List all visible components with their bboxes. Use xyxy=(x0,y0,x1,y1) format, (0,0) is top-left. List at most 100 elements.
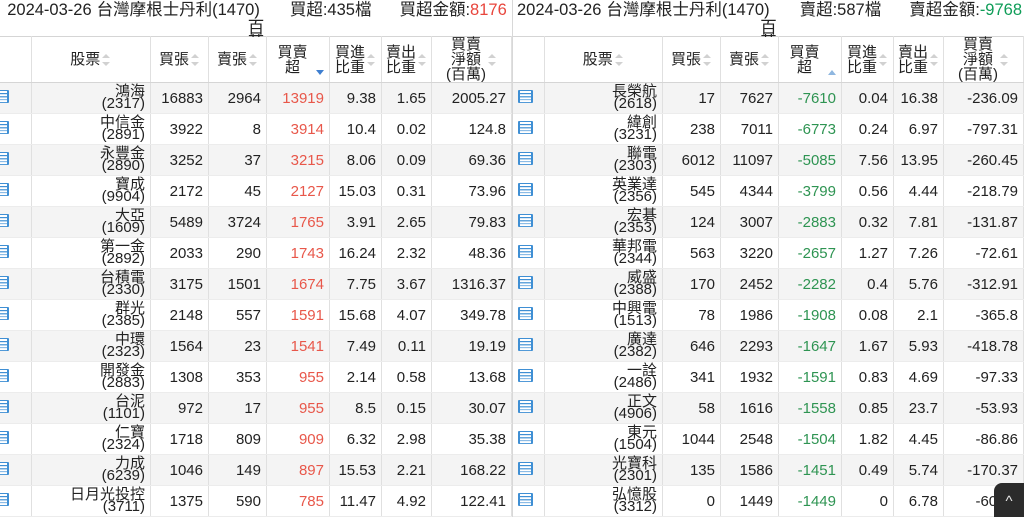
table-row[interactable]: 正文 (4906) 58 1616 -1558 0.85 23.7 -53.93 xyxy=(513,392,1024,424)
stock-cell[interactable]: 台泥 (1101) xyxy=(31,392,151,424)
stock-cell[interactable]: 威盛 (2388) xyxy=(544,268,663,300)
list-icon[interactable] xyxy=(518,275,533,289)
sort-toggle-icon[interactable] xyxy=(761,53,770,67)
stock-cell[interactable]: 中興電 (1513) xyxy=(544,299,663,331)
stock-cell[interactable]: 東元 (1504) xyxy=(544,423,663,455)
stock-cell[interactable]: 力成 (6239) xyxy=(31,454,151,486)
column-header-sell_pct[interactable]: 賣出 比重 xyxy=(893,36,944,83)
row-detail-cell[interactable] xyxy=(0,113,32,145)
column-header-net_lots[interactable]: 買賣超 xyxy=(778,36,842,83)
column-header-buy_pct[interactable]: 買進 比重 xyxy=(841,36,894,83)
list-icon[interactable] xyxy=(0,368,9,382)
sort-toggle-icon[interactable] xyxy=(249,53,258,67)
table-row[interactable]: 大亞 (1609) 5489 3724 1765 3.91 2.65 79.83 xyxy=(0,206,512,238)
row-detail-cell[interactable] xyxy=(0,175,32,207)
row-detail-cell[interactable] xyxy=(513,423,545,455)
list-icon[interactable] xyxy=(0,275,9,289)
list-icon[interactable] xyxy=(0,337,9,351)
scroll-to-top-button[interactable]: ^ xyxy=(994,483,1024,517)
column-header-buy_lots[interactable]: 買張 xyxy=(150,36,209,83)
list-icon[interactable] xyxy=(518,120,533,134)
table-row[interactable]: 宏碁 (2353) 124 3007 -2883 0.32 7.81 -131.87 xyxy=(513,206,1024,238)
table-row[interactable]: 仁寶 (2324) 1718 809 909 6.32 2.98 35.38 xyxy=(0,423,512,455)
row-detail-cell[interactable] xyxy=(0,361,32,393)
list-icon[interactable] xyxy=(518,89,533,103)
stock-cell[interactable]: 廣達 (2382) xyxy=(544,330,663,362)
table-row[interactable]: 東元 (1504) 1044 2548 -1504 1.82 4.45 -86.86 xyxy=(513,423,1024,455)
row-detail-cell[interactable] xyxy=(0,268,32,300)
stock-cell[interactable]: 宏碁 (2353) xyxy=(544,206,663,238)
stock-cell[interactable]: 台積電 (2330) xyxy=(31,268,151,300)
stock-cell[interactable]: 大亞 (1609) xyxy=(31,206,151,238)
row-detail-cell[interactable] xyxy=(513,361,545,393)
list-icon[interactable] xyxy=(518,461,533,475)
list-icon[interactable] xyxy=(0,306,9,320)
column-header-net_amount[interactable]: 買賣 淨額 (百萬) xyxy=(431,36,512,83)
table-row[interactable]: 台泥 (1101) 972 17 955 8.5 0.15 30.07 xyxy=(0,392,512,424)
list-icon[interactable] xyxy=(518,182,533,196)
table-row[interactable]: 群光 (2385) 2148 557 1591 15.68 4.07 349.78 xyxy=(0,299,512,331)
stock-cell[interactable]: 正文 (4906) xyxy=(544,392,663,424)
row-detail-cell[interactable] xyxy=(513,485,545,517)
row-detail-cell[interactable] xyxy=(0,237,32,269)
list-icon[interactable] xyxy=(518,306,533,320)
stock-cell[interactable]: 第一金 (2892) xyxy=(31,237,151,269)
stock-cell[interactable]: 聯電 (2303) xyxy=(544,144,663,176)
row-detail-cell[interactable] xyxy=(513,113,545,145)
list-icon[interactable] xyxy=(0,461,9,475)
table-row[interactable]: 華邦電 (2344) 563 3220 -2657 1.27 7.26 -72.61 xyxy=(513,237,1024,269)
row-detail-cell[interactable] xyxy=(513,175,545,207)
row-detail-cell[interactable] xyxy=(0,485,32,517)
column-header-sell_pct[interactable]: 賣出 比重 xyxy=(381,36,432,83)
list-icon[interactable] xyxy=(0,430,9,444)
column-header-net_amount[interactable]: 買賣 淨額 (百萬) xyxy=(943,36,1024,83)
column-header-stock[interactable]: 股票 xyxy=(544,36,663,83)
list-icon[interactable] xyxy=(0,399,9,413)
row-detail-cell[interactable] xyxy=(0,330,32,362)
stock-cell[interactable]: 仁寶 (2324) xyxy=(31,423,151,455)
column-header-buy_pct[interactable]: 買進 比重 xyxy=(329,36,382,83)
row-detail-cell[interactable] xyxy=(513,454,545,486)
table-row[interactable]: 英業達 (2356) 545 4344 -3799 0.56 4.44 -218.79 xyxy=(513,175,1024,207)
list-icon[interactable] xyxy=(518,368,533,382)
stock-cell[interactable]: 一詮 (2486) xyxy=(544,361,663,393)
list-icon[interactable] xyxy=(0,213,9,227)
table-row[interactable]: 一詮 (2486) 341 1932 -1591 0.83 4.69 -97.33 xyxy=(513,361,1024,393)
stock-cell[interactable]: 弘憶股 (3312) xyxy=(544,485,663,517)
sort-toggle-icon[interactable] xyxy=(488,53,497,67)
row-detail-cell[interactable] xyxy=(513,144,545,176)
list-icon[interactable] xyxy=(518,213,533,227)
list-icon[interactable] xyxy=(0,89,9,103)
list-icon[interactable] xyxy=(0,244,9,258)
table-row[interactable]: 第一金 (2892) 2033 290 1743 16.24 2.32 48.36 xyxy=(0,237,512,269)
sort-toggle-icon[interactable] xyxy=(879,53,888,67)
table-row[interactable]: 鴻海 (2317) 16883 2964 13919 9.38 1.65 2005.27 xyxy=(0,82,512,114)
list-icon[interactable] xyxy=(0,182,9,196)
row-detail-cell[interactable] xyxy=(513,82,545,114)
table-row[interactable]: 永豐金 (2890) 3252 37 3215 8.06 0.09 69.36 xyxy=(0,144,512,176)
stock-cell[interactable]: 華邦電 (2344) xyxy=(544,237,663,269)
stock-cell[interactable]: 光寶科 (2301) xyxy=(544,454,663,486)
stock-cell[interactable]: 群光 (2385) xyxy=(31,299,151,331)
row-detail-cell[interactable] xyxy=(513,392,545,424)
stock-cell[interactable]: 開發金 (2883) xyxy=(31,361,151,393)
list-icon[interactable] xyxy=(518,430,533,444)
table-row[interactable]: 開發金 (2883) 1308 353 955 2.14 0.58 13.68 xyxy=(0,361,512,393)
column-header-sell_lots[interactable]: 賣張 xyxy=(208,36,267,83)
stock-cell[interactable]: 鴻海 (2317) xyxy=(31,82,151,114)
sort-toggle-icon[interactable] xyxy=(418,53,427,67)
table-row[interactable]: 聯電 (2303) 6012 11097 -5085 7.56 13.95 -260.45 xyxy=(513,144,1024,176)
table-row[interactable]: 寶成 (9904) 2172 45 2127 15.03 0.31 73.96 xyxy=(0,175,512,207)
list-icon[interactable] xyxy=(0,151,9,165)
list-icon[interactable] xyxy=(518,337,533,351)
column-header-sell_lots[interactable]: 賣張 xyxy=(720,36,779,83)
row-detail-cell[interactable] xyxy=(513,268,545,300)
list-icon[interactable] xyxy=(518,151,533,165)
row-detail-cell[interactable] xyxy=(0,144,32,176)
row-detail-cell[interactable] xyxy=(513,330,545,362)
row-detail-cell[interactable] xyxy=(0,392,32,424)
column-header-net_lots[interactable]: 買賣超 xyxy=(266,36,330,83)
table-row[interactable]: 長榮航 (2618) 17 7627 -7610 0.04 16.38 -236.09 xyxy=(513,82,1024,114)
stock-cell[interactable]: 英業達 (2356) xyxy=(544,175,663,207)
